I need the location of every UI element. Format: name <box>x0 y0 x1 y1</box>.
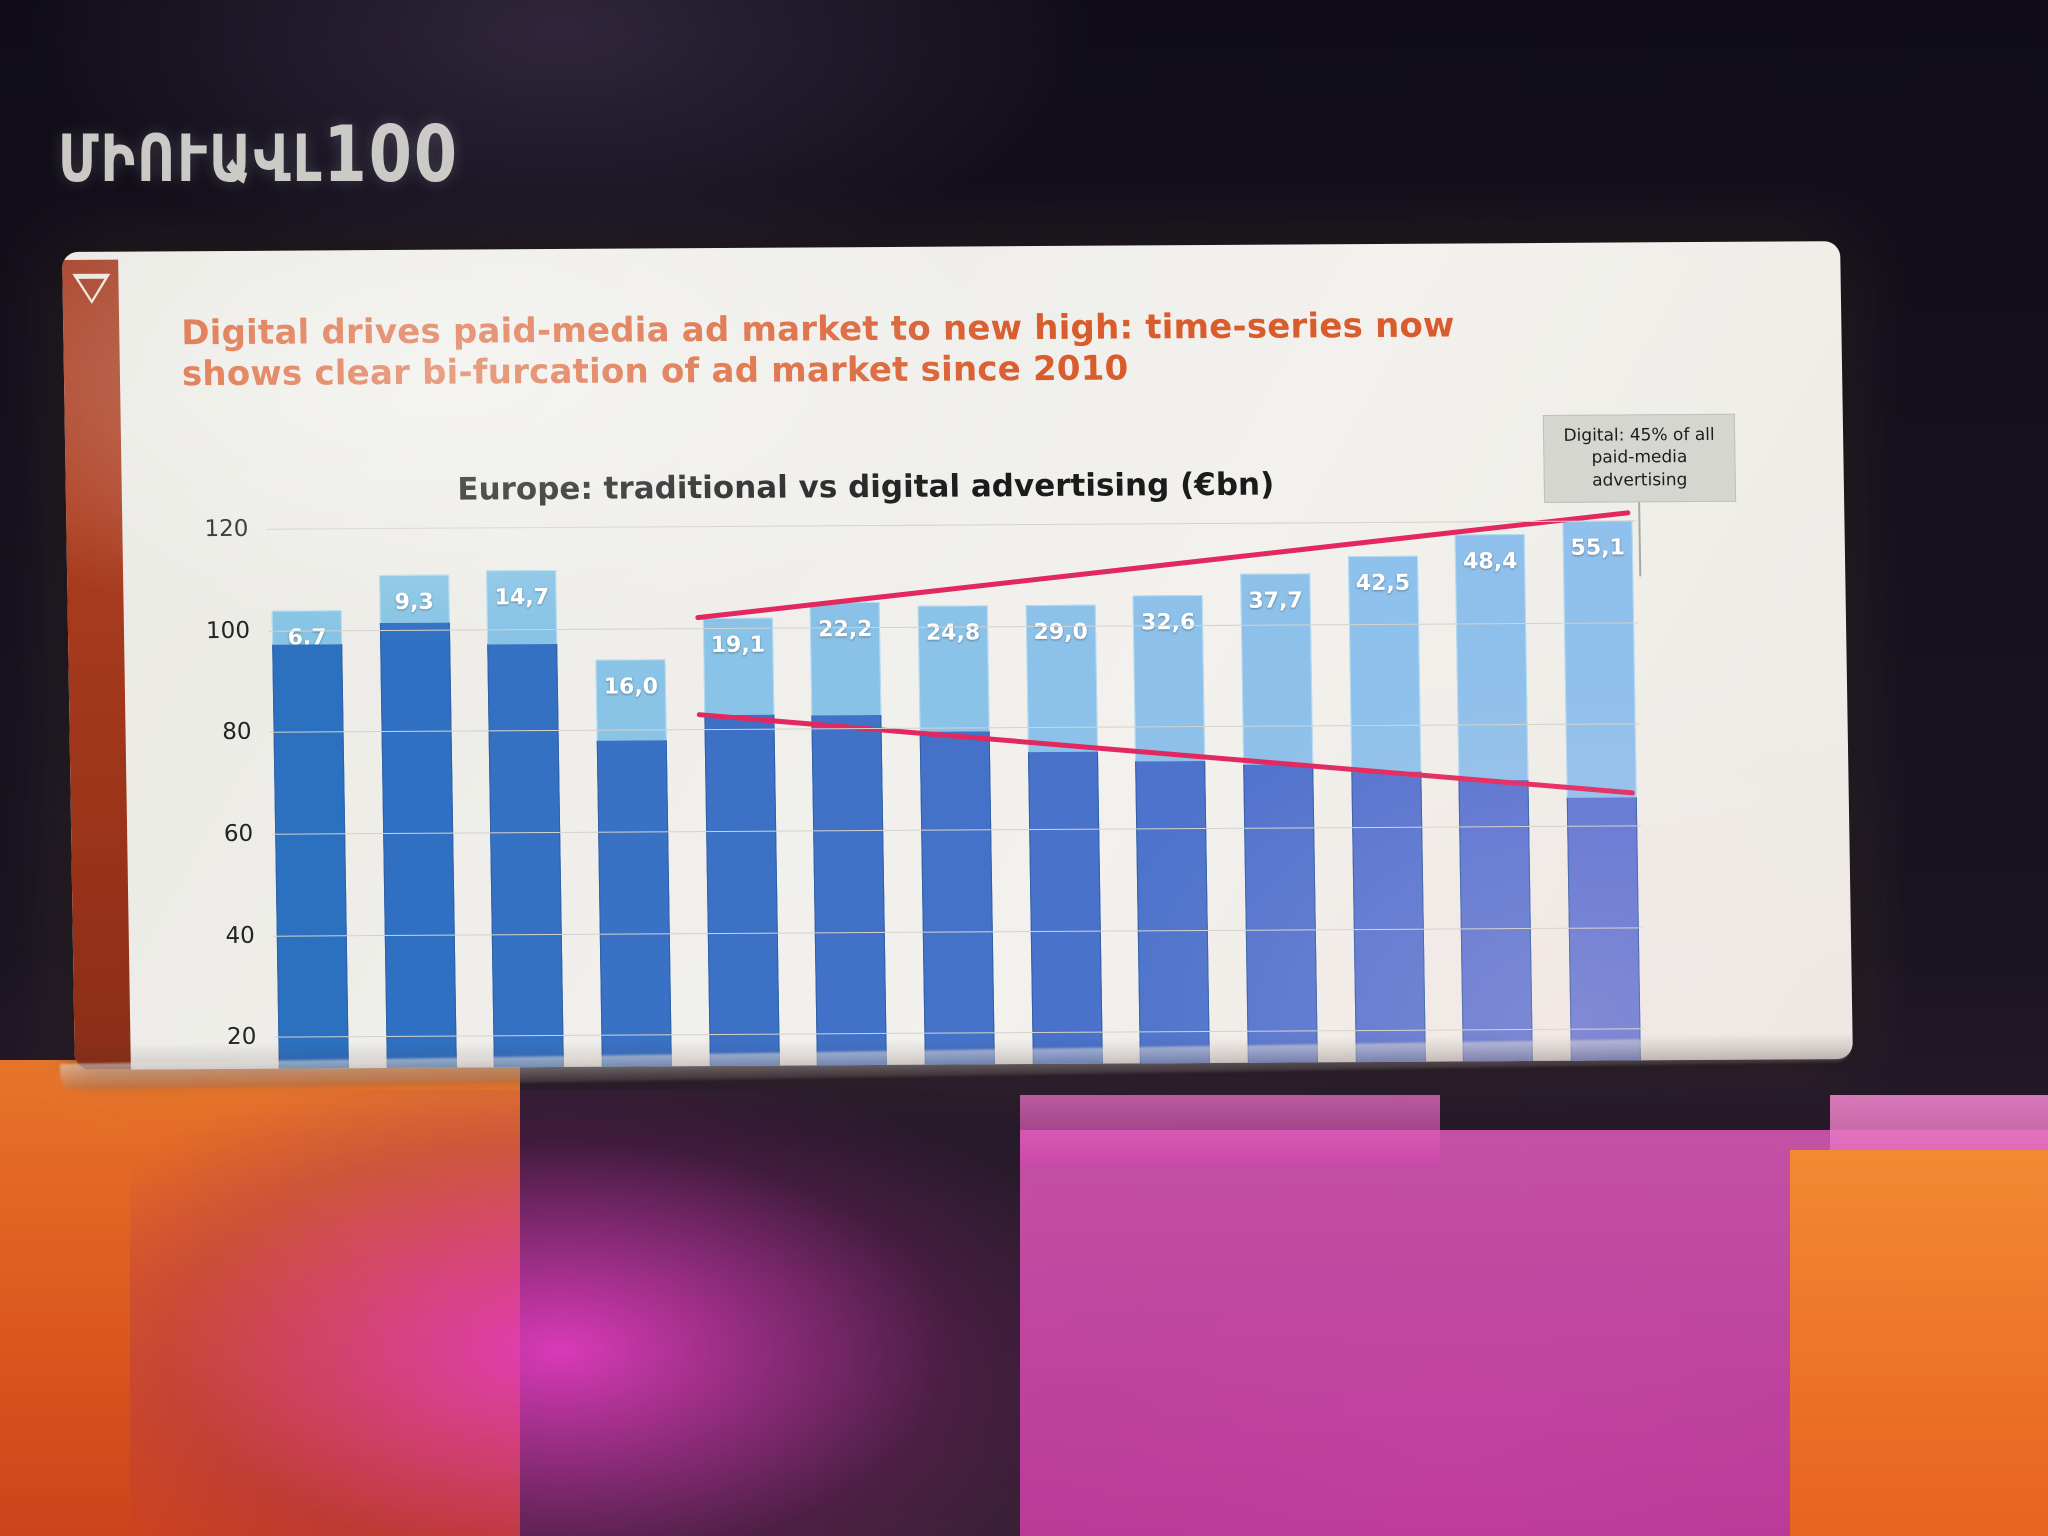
bar-column: 55,166,4 <box>1558 520 1646 1070</box>
bar-value-label: 48,4 <box>1462 548 1518 575</box>
bar-value-label: 42,5 <box>1355 570 1411 597</box>
y-axis-tick-label: 60 <box>223 820 254 847</box>
bar-segment-other-media: 97,1 <box>272 644 350 1070</box>
bar-segment-online: 14,7 <box>486 569 558 645</box>
bar-column: 32,6 73,2 <box>1128 523 1216 1070</box>
bar-column: 6,797,1 <box>266 528 354 1070</box>
slide-side-band: #adexbenchmark <box>62 259 131 1070</box>
bar-segment-online: 9,3 <box>378 574 450 623</box>
chart-grid: 6,797,1 9,3 101,4 14,7 96,9 16,0 77,9 19,1 82,9 2… <box>204 510 1646 1070</box>
bar-segment-online: 48,4 <box>1454 533 1529 781</box>
bar-column: 16,0 77,9 <box>589 526 677 1070</box>
bar-column: 19,1 82,9 <box>697 526 785 1070</box>
callout-leader-line <box>1638 494 1642 577</box>
bar-segment-other-media: 82,7 <box>811 714 889 1070</box>
bar-segment-other-media: 96,9 <box>487 644 566 1070</box>
bar-column: 37,7 72,3 <box>1235 522 1323 1070</box>
stage-light-magenta-center <box>130 1090 1110 1536</box>
bar-value-label: 37,7 <box>1248 588 1303 614</box>
chart-title: Europe: traditional vs digital advertisi… <box>457 466 1275 508</box>
y-axis-tick-label: 20 <box>226 1024 257 1051</box>
bar-segment-other-media: 69,1 <box>1458 779 1535 1070</box>
bar-group: 6,797,1 9,3 101,4 14,7 96,9 16,0 77,9 19,1 82,9 2… <box>266 520 1646 1070</box>
bar-segment-other-media: 73,2 <box>1135 760 1212 1070</box>
venue-logo-text: ՄԻՈՒԱՎԼ <box>58 122 324 198</box>
y-axis-tick-label: 120 <box>204 515 249 543</box>
venue-logo-number: 100 <box>323 108 460 200</box>
bar-value-label: 22,2 <box>817 616 873 643</box>
bar-segment-other-media: 72,3 <box>1243 764 1319 1070</box>
bar-segment-online: 16,0 <box>595 658 667 741</box>
triangle-icon-inner <box>78 278 105 300</box>
projected-slide: #adexbenchmark Digital drives paid-media… <box>62 241 1853 1070</box>
bar-column: 22,2 82,7 <box>805 525 893 1070</box>
bar-segment-other-media: 82,9 <box>703 714 781 1070</box>
bar-value-label: 55,1 <box>1570 535 1626 561</box>
bar-value-label: 9,3 <box>394 590 434 616</box>
bar-value-label: 24,8 <box>925 620 981 647</box>
slide-headline: Digital drives paid-media ad market to n… <box>180 305 1455 395</box>
bar-segment-online: 32,6 <box>1132 595 1206 762</box>
bar-segment-online: 6,7 <box>271 610 343 651</box>
chart-plot-area: 6,797,1 9,3 101,4 14,7 96,9 16,0 77,9 19,1 82,9 2… <box>204 510 1647 1070</box>
bar-segment-online: 55,1 <box>1562 520 1637 798</box>
stage-light-strip <box>1020 1095 1440 1165</box>
bar-value-label: 19,1 <box>710 632 766 658</box>
bar-column: 48,4 69,1 <box>1451 521 1539 1070</box>
bar-segment-other-media: 79,2 <box>919 731 996 1070</box>
bar-column: 24,8 79,2 <box>912 524 1000 1070</box>
bar-column: 29,0 75,1 <box>1020 524 1108 1070</box>
bar-value-label: 32,6 <box>1140 610 1196 636</box>
bar-column: 42,5 70,8 <box>1343 522 1431 1070</box>
bar-column: 9,3 101,4 <box>374 528 462 1070</box>
bar-value-label: 16,0 <box>603 674 659 700</box>
bar-segment-online: 22,2 <box>809 601 882 716</box>
bar-segment-other-media: 75,1 <box>1027 751 1104 1070</box>
bar-segment-online: 19,1 <box>702 617 774 715</box>
y-axis-tick-label: 40 <box>225 922 255 949</box>
bar-segment-other-media: 77,9 <box>596 740 673 1070</box>
bar-segment-other-media: 70,8 <box>1350 771 1427 1070</box>
bar-segment-online: 24,8 <box>917 605 990 733</box>
bar-segment-other-media: 101,4 <box>379 622 458 1070</box>
bar-value-label: 29,0 <box>1033 619 1089 645</box>
y-axis-tick-label: 80 <box>222 719 252 746</box>
bar-column: 14,7 96,9 <box>482 527 570 1070</box>
digital-share-callout: Digital: 45% of all paid-media advertisi… <box>1542 413 1737 504</box>
bar-segment-online: 37,7 <box>1240 573 1314 766</box>
bar-segment-online: 42,5 <box>1347 555 1421 773</box>
y-axis-tick-label: 100 <box>205 617 251 644</box>
venue-logo: ՄԻՈՒԱՎԼ100 <box>58 115 459 198</box>
stage-light-orange-right <box>1790 1150 2048 1536</box>
bar-value-label: 14,7 <box>494 584 550 611</box>
